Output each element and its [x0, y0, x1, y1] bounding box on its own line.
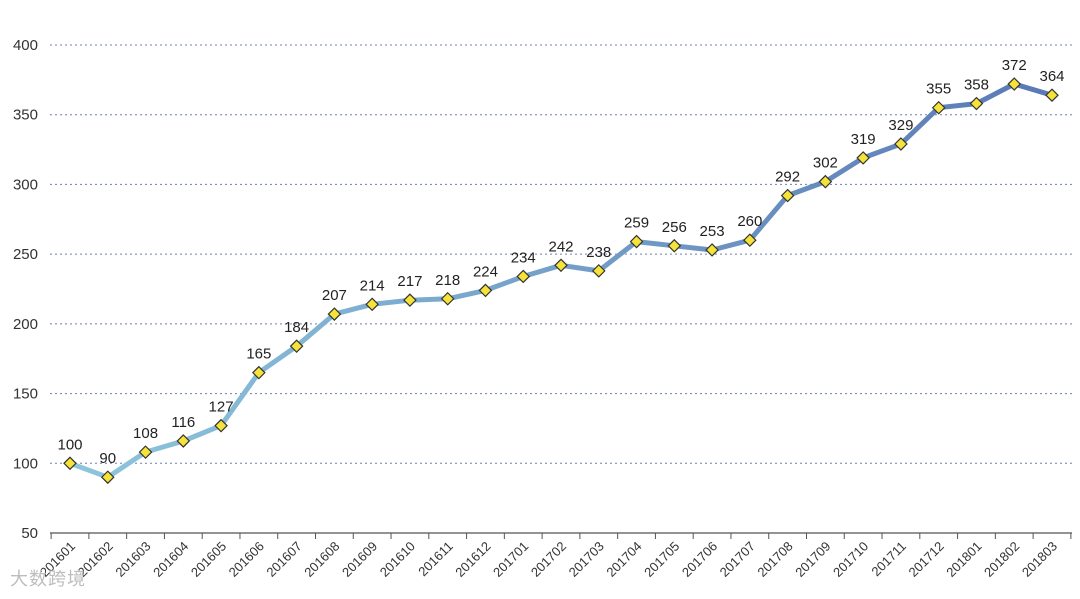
- data-marker-201802: [1007, 77, 1022, 91]
- x-tick-label-201605: 201605: [188, 539, 229, 580]
- x-tick-label-201701: 201701: [490, 539, 531, 580]
- y-tick-label-200: 200: [13, 316, 38, 333]
- x-tick-label-201709: 201709: [792, 539, 833, 580]
- data-marker-201604: [176, 434, 191, 448]
- data-marker-201709: [818, 174, 833, 189]
- data-marker-201712: [931, 100, 946, 115]
- data-marker-201706: [705, 243, 719, 257]
- data-label-201709: 302: [813, 155, 838, 172]
- data-marker-201607: [289, 339, 304, 354]
- x-tick-label-201802: 201802: [981, 539, 1022, 580]
- data-label-201706: 253: [700, 223, 725, 240]
- y-axis-tick-labels: 50 100 150 200 250 300 350 400: [13, 37, 38, 542]
- data-label-201601: 100: [57, 436, 82, 453]
- x-tick-label-201609: 201609: [339, 539, 380, 580]
- data-labels: 100 90 108 116 127 165 184 207 214 217 218 224 234 24…: [57, 57, 1064, 467]
- x-tick-label-201612: 201612: [452, 539, 493, 580]
- data-marker-201609: [365, 297, 380, 312]
- data-marker-201701: [516, 269, 531, 284]
- data-label-201703: 238: [586, 244, 611, 261]
- data-label-201611: 218: [435, 272, 460, 289]
- x-tick-label-201611: 201611: [415, 539, 456, 580]
- data-label-201602: 90: [99, 450, 116, 467]
- data-label-201609: 214: [360, 277, 385, 294]
- grid-lines: [50, 44, 1072, 464]
- data-label-201607: 184: [284, 319, 309, 336]
- data-marker-201601: [63, 456, 77, 471]
- data-marker-201602: [100, 470, 115, 485]
- y-tick-label-150: 150: [13, 386, 38, 403]
- data-marker-201608: [327, 307, 342, 321]
- data-marker-201702: [554, 258, 568, 273]
- x-tick-label-201607: 201607: [263, 539, 304, 580]
- data-markers: [63, 77, 1059, 485]
- data-label-201610: 217: [397, 273, 422, 290]
- x-tick-label-201610: 201610: [377, 539, 418, 580]
- data-label-201801: 358: [964, 77, 989, 94]
- x-tick-label-201703: 201703: [566, 539, 607, 580]
- data-label-201605: 127: [209, 399, 234, 416]
- data-marker-201703: [591, 264, 606, 278]
- data-label-201701: 234: [511, 249, 536, 266]
- y-tick-label-100: 100: [13, 455, 38, 472]
- y-tick-label-350: 350: [13, 107, 38, 124]
- data-label-201606: 165: [246, 346, 271, 363]
- data-label-201802: 372: [1002, 57, 1027, 74]
- x-tick-label-201603: 201603: [112, 539, 153, 580]
- y-tick-label-400: 400: [13, 37, 38, 54]
- y-tick-label-300: 300: [13, 176, 38, 193]
- x-tick-label-201708: 201708: [754, 539, 795, 580]
- data-marker-201707: [742, 233, 757, 248]
- data-label-201608: 207: [322, 287, 347, 304]
- data-marker-201803: [1045, 88, 1059, 103]
- data-marker-201606: [251, 365, 266, 380]
- x-tick-label-201710: 201710: [830, 539, 871, 580]
- x-tick-label-201702: 201702: [528, 539, 569, 580]
- x-tick-label-201801: 201801: [943, 539, 984, 580]
- data-marker-201801: [969, 96, 984, 111]
- data-label-201707: 260: [737, 213, 762, 230]
- x-tick-label-201707: 201707: [717, 539, 758, 580]
- x-tick-label-201604: 201604: [150, 539, 191, 580]
- x-tick-label-201608: 201608: [301, 539, 342, 580]
- x-tick-label-201803: 201803: [1019, 539, 1060, 580]
- data-label-201704: 259: [624, 215, 649, 232]
- x-axis-tick-labels: 2016012016022016032016042016052016062016…: [37, 539, 1060, 580]
- x-tick-label-201705: 201705: [641, 539, 682, 580]
- x-tick-label-201704: 201704: [603, 539, 644, 580]
- data-label-201712: 355: [926, 81, 951, 98]
- data-label-201705: 256: [662, 219, 687, 236]
- y-tick-label-250: 250: [13, 246, 38, 263]
- data-marker-201610: [403, 293, 417, 308]
- data-marker-201605: [214, 418, 228, 433]
- data-marker-201705: [667, 238, 682, 253]
- watermark-text: 大数跨境: [10, 569, 86, 590]
- data-marker-201710: [856, 151, 871, 165]
- data-marker-201708: [780, 188, 795, 203]
- data-label-201711: 329: [888, 117, 913, 134]
- data-label-201603: 108: [133, 425, 158, 442]
- data-marker-201611: [440, 291, 455, 306]
- data-marker-201612: [478, 283, 493, 298]
- data-marker-201603: [138, 445, 153, 459]
- data-marker-201711: [894, 137, 908, 151]
- data-label-201702: 242: [548, 238, 573, 255]
- x-axis: [50, 532, 1072, 539]
- data-label-201612: 224: [473, 263, 498, 280]
- y-tick-label-50: 50: [21, 525, 38, 542]
- data-label-201710: 319: [851, 131, 876, 148]
- data-label-201803: 364: [1039, 68, 1064, 85]
- x-tick-label-201711: 201711: [868, 539, 909, 580]
- data-label-201708: 292: [775, 169, 800, 186]
- x-tick-label-201712: 201712: [906, 539, 947, 580]
- data-label-201604: 116: [171, 414, 195, 431]
- data-marker-201704: [629, 234, 644, 249]
- x-tick-label-201606: 201606: [226, 539, 267, 580]
- x-tick-label-201706: 201706: [679, 539, 720, 580]
